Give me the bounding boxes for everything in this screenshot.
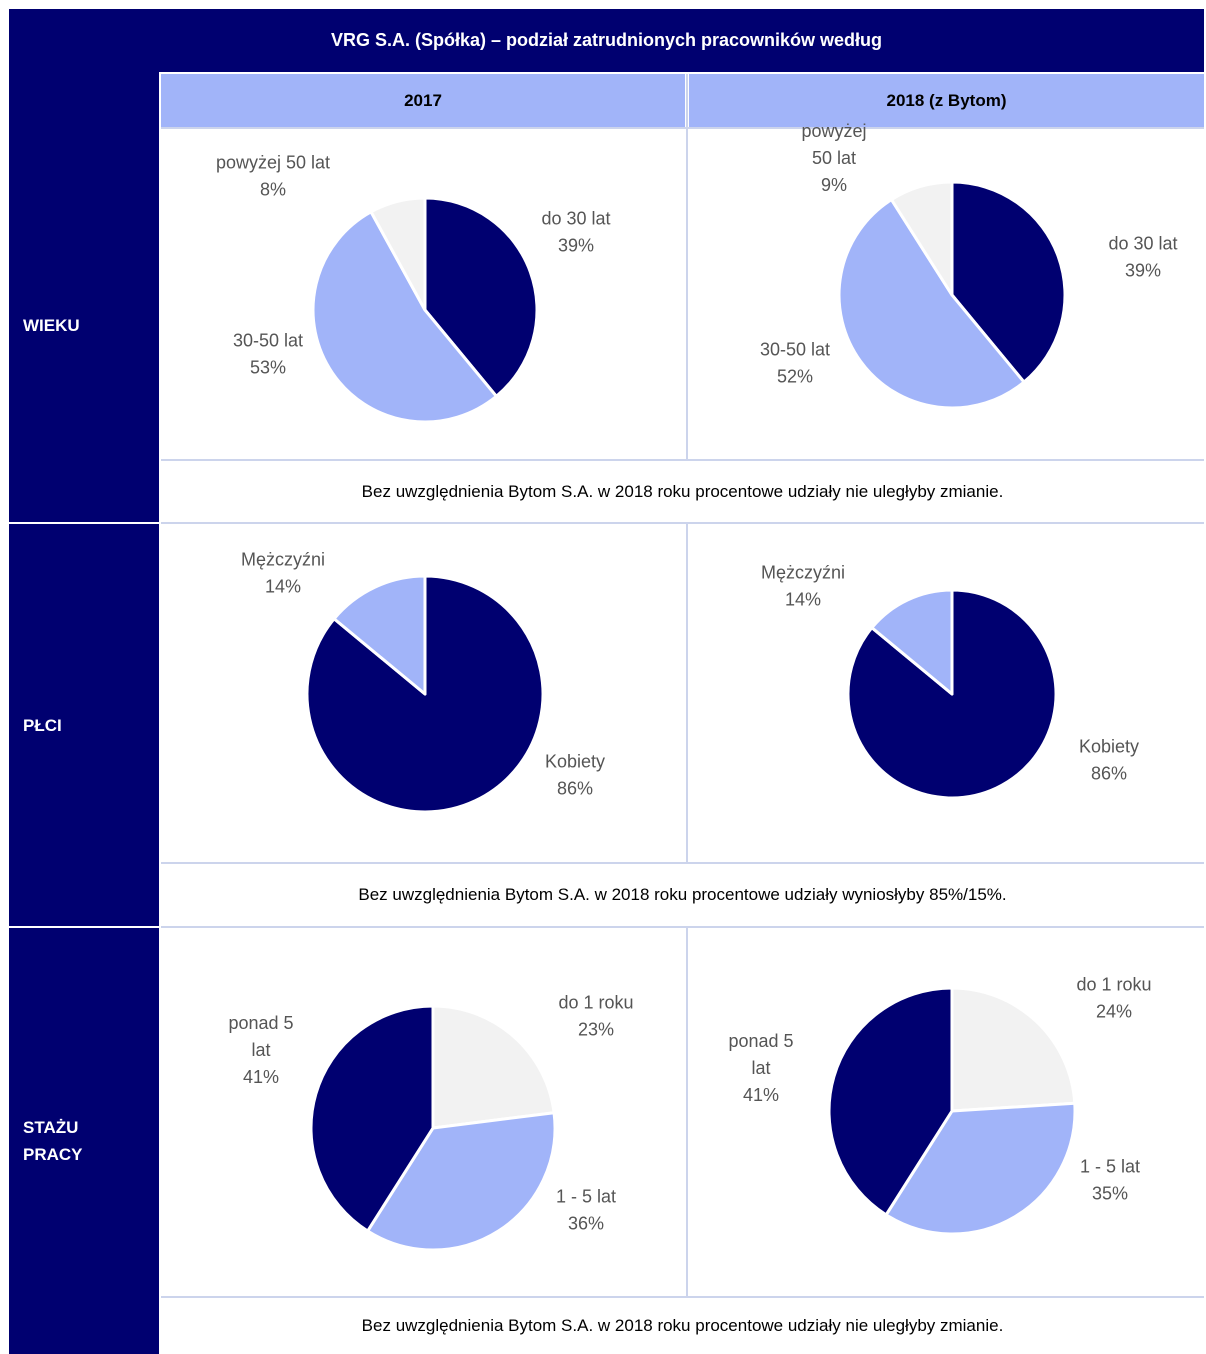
pie-slice	[884, 1101, 1077, 1236]
pie-chart: do 30 lat 39%30-50 lat 52%powyżej 50 lat 9%	[760, 121, 1178, 410]
note-stazu-pracy: Bez uwzględnienia Bytom S.A. w 2018 roku…	[361, 1316, 1004, 1335]
slice-percent: 86%	[557, 779, 593, 799]
header-corner	[9, 72, 159, 129]
slice-label: 1 - 5 lat 36%	[556, 1187, 616, 1234]
slice-label: do 1 roku 24%	[1076, 975, 1151, 1022]
slice-name: 1 - 5 lat	[1080, 1157, 1140, 1177]
note-plci: Bez uwzględnienia Bytom S.A. w 2018 roku…	[358, 885, 1007, 904]
slice-label: powyżej 50 lat 9%	[801, 121, 866, 195]
pie-slice	[423, 196, 539, 398]
slice-percent: 9%	[821, 175, 847, 195]
pie-chart: Kobiety 86% Mężczyźni 14%	[241, 550, 605, 814]
grid-line	[686, 129, 688, 459]
row-label-stazu-pracy: STAŻU PRACY	[9, 928, 159, 1354]
slice-label: do 1 roku 23%	[558, 993, 633, 1040]
slice-name: 30-50 lat	[760, 340, 830, 360]
slice-label: do 30 lat 39%	[541, 209, 610, 256]
pie-slice	[431, 1004, 556, 1130]
pie-slice	[366, 1111, 557, 1252]
pie-slice	[827, 986, 954, 1217]
pie-slice	[870, 588, 954, 696]
slice-name: do 30 lat	[1108, 234, 1177, 254]
pie-slice	[889, 180, 954, 297]
pie-slice	[846, 588, 1058, 800]
slice-name: do 30 lat	[541, 209, 610, 229]
pie-slice	[369, 196, 427, 312]
slice-percent: 86%	[1091, 764, 1127, 784]
slice-name: 50 lat	[812, 148, 856, 168]
slice-percent: 39%	[1125, 261, 1161, 281]
column-header-2018: 2018 (z Bytom)	[689, 74, 1204, 127]
slice-percent: 8%	[260, 180, 286, 200]
slice-name: powyżej 50 lat	[216, 153, 330, 173]
slice-name: Kobiety	[1079, 737, 1139, 757]
slice-name: Mężczyźni	[761, 563, 845, 583]
slice-percent: 41%	[743, 1085, 779, 1105]
row-label-text-block: STAŻU PRACY	[23, 1114, 83, 1168]
slice-percent: 52%	[777, 367, 813, 387]
note-wieku: Bez uwzględnienia Bytom S.A. w 2018 roku…	[361, 481, 1004, 501]
slice-name: 30-50 lat	[233, 331, 303, 351]
slice-name: Mężczyźni	[241, 550, 325, 570]
pie-chart: do 1 roku 23% 1 - 5 lat 36% ponad 5 lat 41%	[228, 993, 634, 1252]
grid-line	[161, 127, 1204, 129]
row-label-wieku: WIEKU	[9, 129, 159, 522]
slice-name: lat	[251, 1040, 270, 1060]
pie-slice	[950, 180, 1067, 384]
pie-slice	[309, 1004, 435, 1233]
slice-percent: 14%	[265, 577, 301, 597]
grid-line	[686, 928, 688, 1296]
slice-name: do 1 roku	[558, 993, 633, 1013]
slice-name: ponad 5	[728, 1031, 793, 1051]
slice-percent: 23%	[578, 1020, 614, 1040]
row-label-text: WIEKU	[23, 316, 80, 335]
pie-chart: Kobiety 86% Mężczyźni 14%	[761, 563, 1139, 800]
slice-name: Kobiety	[545, 752, 605, 772]
slice-label: Mężczyźni 14%	[761, 563, 845, 610]
slice-percent: 53%	[250, 358, 286, 378]
slice-label: do 30 lat 39%	[1108, 234, 1177, 281]
pie-chart: do 1 roku 24% 1 - 5 lat 35% ponad 5 lat 41%	[728, 975, 1152, 1236]
column-header-2017: 2017	[161, 74, 685, 127]
pie-slice	[332, 574, 427, 696]
slice-label: 30-50 lat 53%	[233, 331, 303, 378]
slice-label: 30-50 lat 52%	[760, 340, 830, 387]
slice-label: powyżej 50 lat 8%	[216, 153, 330, 200]
slice-label: 1 - 5 lat 35%	[1080, 1157, 1140, 1204]
slice-name: 1 - 5 lat	[556, 1187, 616, 1207]
slice-label: Mężczyźni 14%	[241, 550, 325, 597]
grid-line	[161, 862, 1204, 864]
slice-label: ponad 5 lat 41%	[728, 1031, 793, 1105]
grid-line	[686, 74, 688, 127]
row-label-line: STAŻU	[23, 1118, 79, 1137]
slice-percent: 41%	[243, 1067, 279, 1087]
grid-line	[161, 1296, 1204, 1298]
grid-line	[686, 524, 688, 862]
row-label-line: PRACY	[23, 1145, 83, 1164]
slice-percent: 14%	[785, 590, 821, 610]
figure-title: VRG S.A. (Spółka) – podział zatrudnionyc…	[9, 9, 1204, 72]
row-label-plci: PŁCI	[9, 524, 159, 926]
pie-slice	[305, 574, 545, 814]
slice-label: ponad 5 lat 41%	[228, 1013, 293, 1087]
slice-percent: 24%	[1096, 1002, 1132, 1022]
slice-percent: 36%	[568, 1214, 604, 1234]
grid-line	[161, 459, 1204, 461]
pie-chart: do 30 lat 39% 30-50 lat 53% powyżej 50 lat 8%	[216, 153, 611, 424]
pie-slice	[950, 986, 1077, 1113]
slice-name: ponad 5	[228, 1013, 293, 1033]
slice-label: Kobiety 86%	[545, 752, 605, 799]
slice-percent: 35%	[1092, 1184, 1128, 1204]
slice-name: do 1 roku	[1076, 975, 1151, 995]
slice-percent: 39%	[558, 236, 594, 256]
row-label-text: PŁCI	[23, 715, 62, 735]
grid-line	[161, 522, 1204, 524]
grid-line	[161, 926, 1204, 928]
pie-slice	[837, 198, 1026, 410]
slice-label: Kobiety 86%	[1079, 737, 1139, 784]
slice-name: lat	[751, 1058, 770, 1078]
pie-slice	[311, 210, 498, 424]
